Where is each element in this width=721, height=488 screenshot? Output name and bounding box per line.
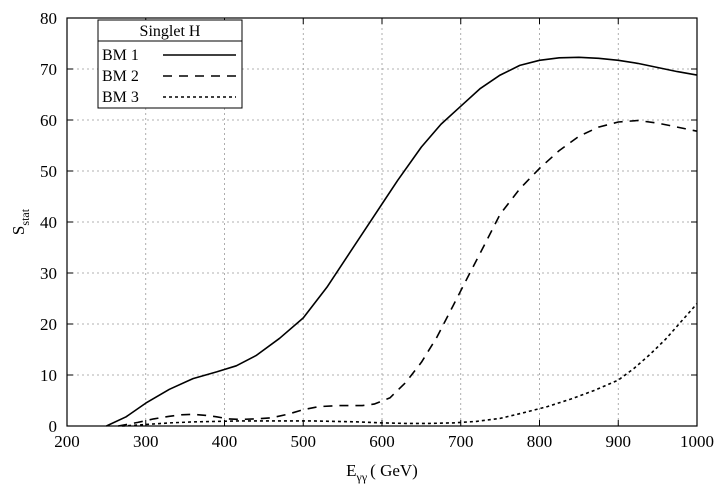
- x-tick-labels: 200 300 400 500 600 700 800 900 1000: [54, 432, 714, 451]
- y-tick-label: 30: [40, 264, 57, 283]
- y-tick-label: 80: [40, 9, 57, 28]
- y-tick-label: 40: [40, 213, 57, 232]
- legend-label-bm3: BM 3: [102, 89, 139, 106]
- legend-box: [97, 19, 243, 109]
- x-tick-label: 200: [54, 432, 80, 451]
- x-tick-label: 900: [606, 432, 632, 451]
- series-line-bm1: [106, 56, 698, 427]
- x-tick-label: 500: [291, 432, 317, 451]
- y-tick-label: 70: [40, 60, 57, 79]
- series-line-bm2: [118, 119, 698, 427]
- series-lines: [106, 56, 698, 427]
- axis-ticks: [66, 17, 698, 427]
- y-tick-label: 60: [40, 111, 57, 130]
- legend-title: Singlet H: [140, 23, 201, 40]
- y-tick-label: 20: [40, 315, 57, 334]
- x-tick-label: 300: [133, 432, 159, 451]
- series-line-bm3: [122, 303, 698, 427]
- x-tick-label: 700: [448, 432, 474, 451]
- y-tick-label: 0: [49, 417, 58, 436]
- y-tick-labels: 0 10 20 30 40 50 60 70 80: [40, 9, 57, 436]
- legend-label-bm2: BM 2: [102, 68, 139, 85]
- x-axis-label: Eγγ( GeV): [346, 461, 418, 484]
- x-tick-label: 600: [369, 432, 395, 451]
- legend-label-bm1: BM 1: [102, 47, 139, 64]
- y-tick-label: 10: [40, 366, 57, 385]
- x-tick-label: 1000: [680, 432, 714, 451]
- x-tick-label: 400: [212, 432, 238, 451]
- y-axis-label: Sstat: [9, 208, 32, 235]
- y-tick-label: 50: [40, 162, 57, 181]
- legend: Singlet H BM 1 BM 2 BM 3: [97, 19, 243, 109]
- x-tick-label: 800: [527, 432, 553, 451]
